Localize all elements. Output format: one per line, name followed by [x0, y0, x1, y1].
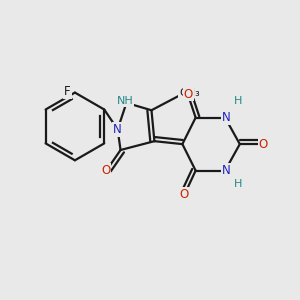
- Text: N: N: [113, 123, 122, 136]
- Text: O: O: [184, 88, 193, 100]
- Text: O: O: [259, 138, 268, 151]
- Text: F: F: [64, 85, 71, 98]
- Text: N: N: [222, 111, 231, 124]
- Text: O: O: [179, 188, 188, 201]
- Text: H: H: [234, 96, 242, 106]
- Text: CH₃: CH₃: [179, 88, 200, 98]
- Text: H: H: [234, 179, 242, 189]
- Text: NH: NH: [117, 96, 133, 106]
- Text: O: O: [101, 164, 110, 177]
- Text: N: N: [222, 164, 231, 177]
